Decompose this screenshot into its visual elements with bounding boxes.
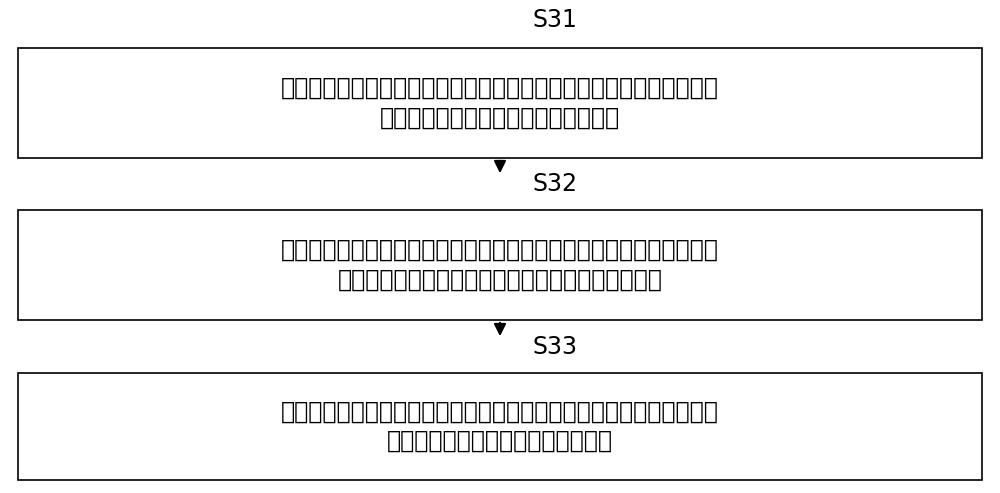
- Bar: [18, 48, 982, 158]
- Text: 对所述边缘计算设备进行管理、升级: 对所述边缘计算设备进行管理、升级: [387, 429, 613, 453]
- Bar: [18, 210, 982, 320]
- Bar: [18, 373, 982, 480]
- Text: S33: S33: [532, 335, 578, 359]
- Text: 对边缘计算设备上传数据进行集成，实现能耗统计、能源审计，并支持: 对边缘计算设备上传数据进行集成，实现能耗统计、能源审计，并支持: [281, 400, 719, 424]
- Text: S31: S31: [533, 8, 577, 32]
- Text: 通过预设分析模型根据对所述电参数整体分析得到所述负载电器的能耗: 通过预设分析模型根据对所述电参数整体分析得到所述负载电器的能耗: [281, 238, 719, 262]
- Text: 分析结果，将所述能耗分析结果发送至云端管理平台: 分析结果，将所述能耗分析结果发送至云端管理平台: [338, 268, 662, 292]
- Text: 实时采集负载电器的电参数，所述电参数包括电压数据、电流数据，并: 实时采集负载电器的电参数，所述电参数包括电压数据、电流数据，并: [281, 76, 719, 100]
- Text: S32: S32: [532, 172, 578, 196]
- Text: 将所述电参数传输至所述边缘计算设备: 将所述电参数传输至所述边缘计算设备: [380, 106, 620, 130]
